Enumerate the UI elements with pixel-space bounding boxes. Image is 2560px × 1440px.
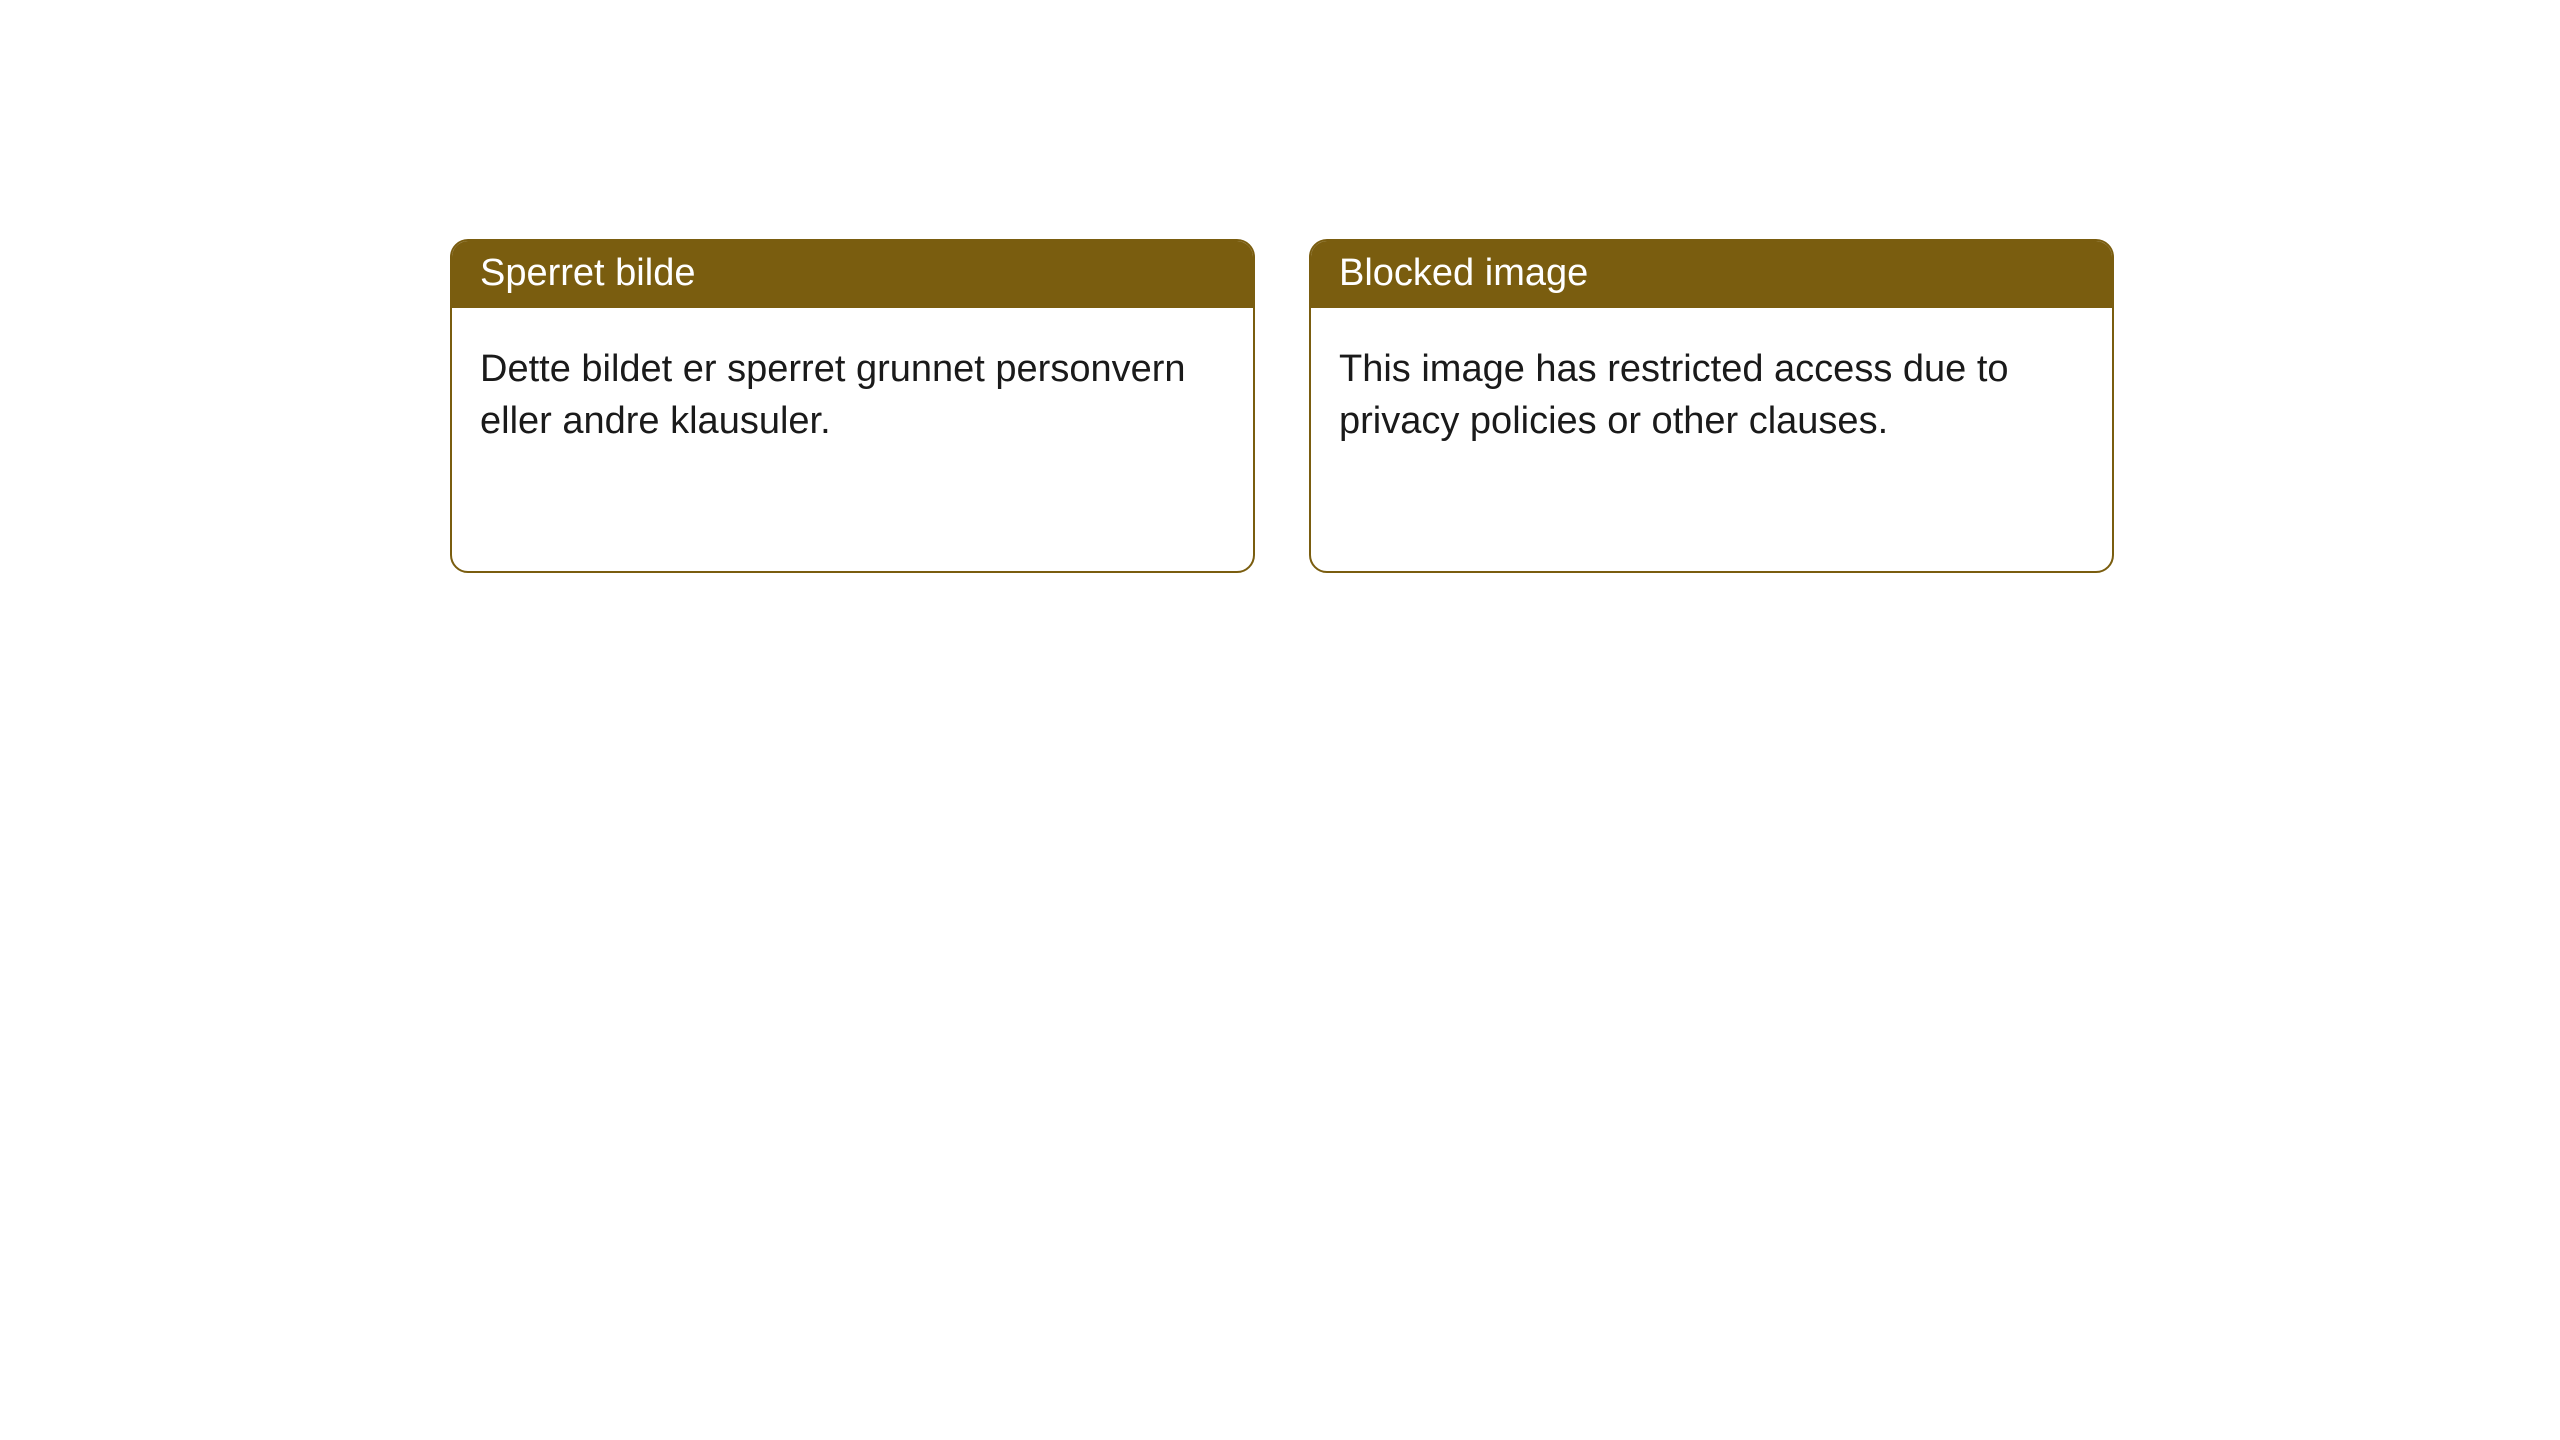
card-title: Blocked image (1339, 252, 1588, 294)
card-body-text: This image has restricted access due to … (1339, 348, 2009, 441)
card-title: Sperret bilde (480, 252, 695, 294)
card-header: Sperret bilde (452, 241, 1253, 308)
notice-card-english: Blocked image This image has restricted … (1309, 239, 2114, 573)
card-body: This image has restricted access due to … (1311, 308, 2112, 475)
card-body: Dette bildet er sperret grunnet personve… (452, 308, 1253, 475)
notice-card-norwegian: Sperret bilde Dette bildet er sperret gr… (450, 239, 1255, 573)
notice-cards-container: Sperret bilde Dette bildet er sperret gr… (0, 0, 2560, 573)
card-body-text: Dette bildet er sperret grunnet personve… (480, 348, 1186, 441)
card-header: Blocked image (1311, 241, 2112, 308)
